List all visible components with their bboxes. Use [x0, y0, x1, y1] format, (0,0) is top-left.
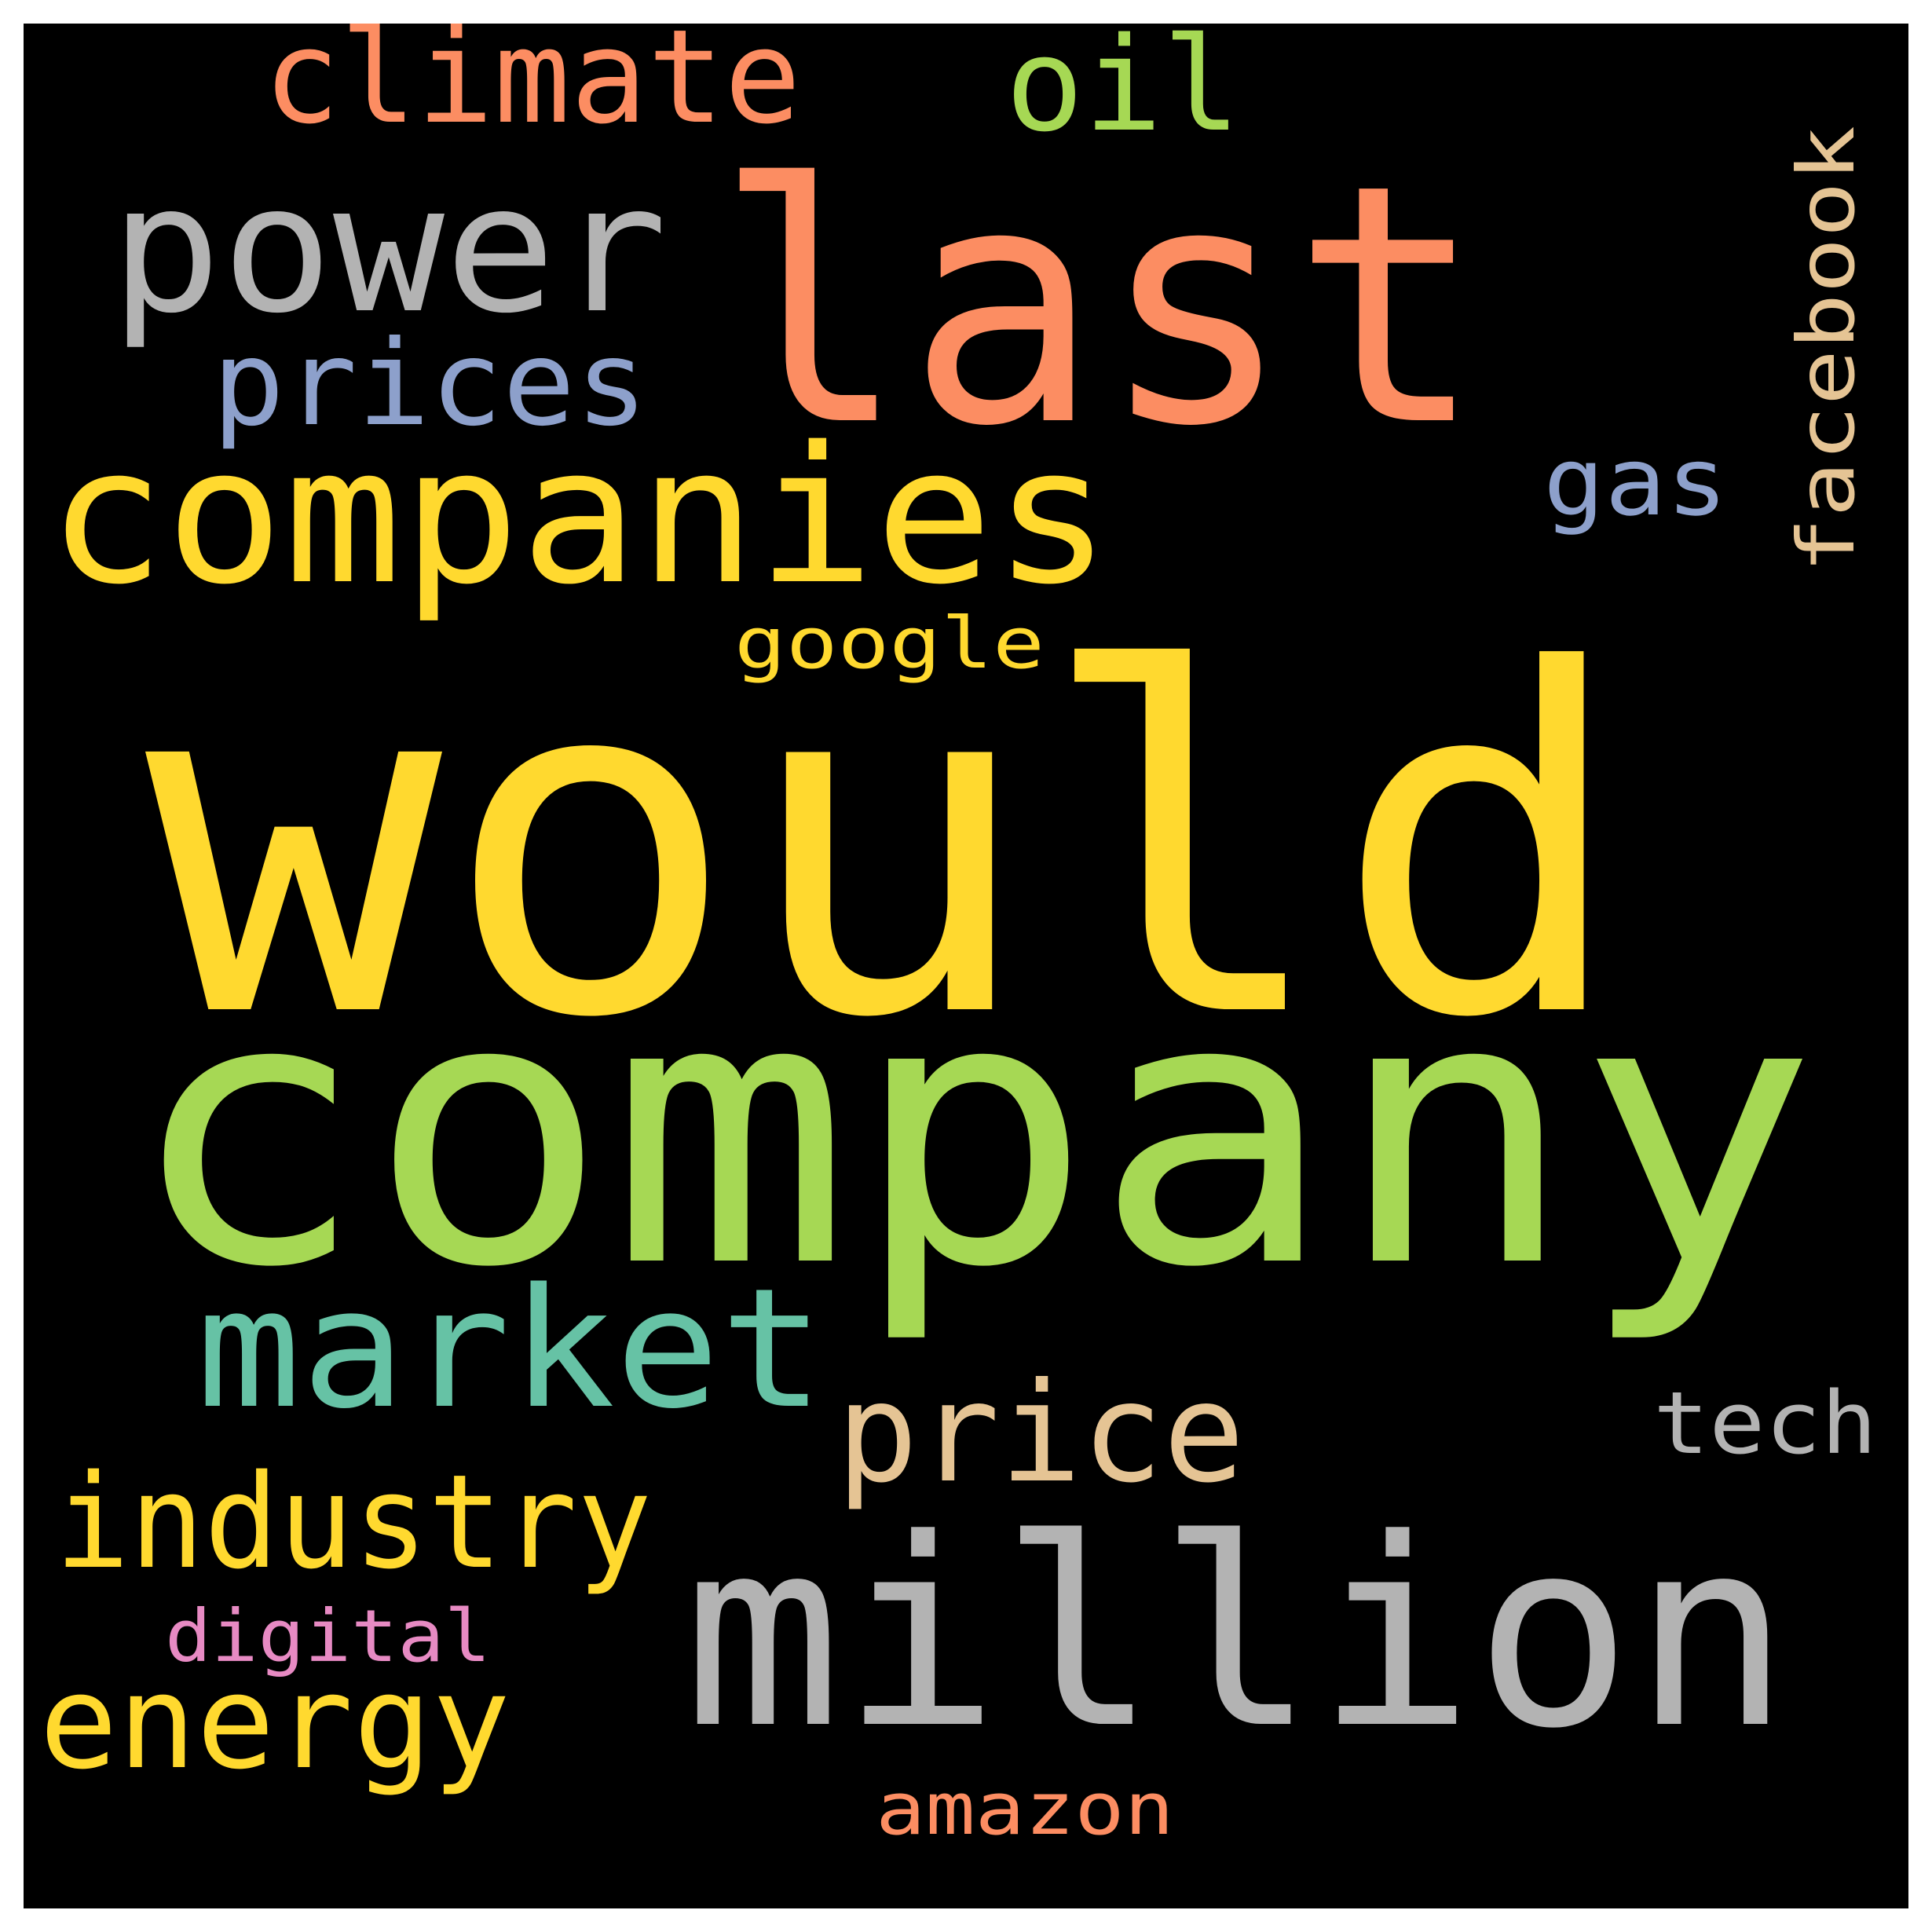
word-cloud: would company last million companies pow… — [24, 24, 1908, 1908]
word-last: last — [715, 115, 1484, 499]
word-industry: industry — [55, 1447, 652, 1597]
word-companies: companies — [47, 406, 1111, 626]
word-oil: oil — [1005, 24, 1241, 160]
word-company: company — [126, 918, 1818, 1348]
word-climate: climate — [263, 24, 801, 152]
word-prices: prices — [212, 316, 648, 452]
word-price: price — [836, 1354, 1245, 1513]
word-google: google — [734, 602, 1045, 685]
word-gas: gas — [1543, 428, 1728, 537]
word-amazon: amazon — [876, 1767, 1174, 1851]
word-cloud-canvas: would company last million companies pow… — [39, 24, 1877, 1851]
word-facebook: facebook — [1780, 126, 1872, 573]
word-market: market — [196, 1253, 825, 1445]
word-power: power — [110, 147, 668, 353]
word-digital: digital — [165, 1594, 491, 1678]
word-tech: tech — [1653, 1373, 1877, 1473]
word-would: would — [145, 572, 1630, 1121]
word-million: million — [683, 1484, 1791, 1785]
word-energy: energy — [39, 1647, 510, 1798]
